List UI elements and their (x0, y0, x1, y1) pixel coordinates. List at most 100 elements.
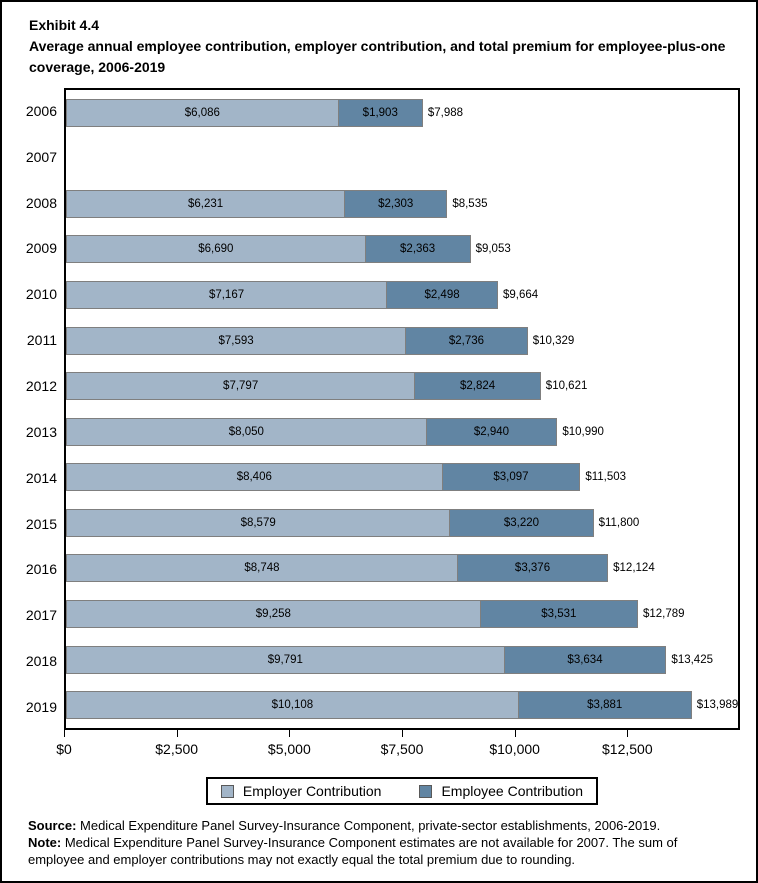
total-premium-label: $10,990 (562, 425, 604, 438)
x-tick-mark (289, 730, 291, 737)
bar-segment-employer: $7,593 (66, 326, 407, 355)
bar-segment-employer: $7,797 (66, 372, 416, 401)
bar-segment-employer: $6,231 (66, 189, 346, 218)
year-label: 2010 (25, 286, 57, 303)
bar-segment-employer: $9,791 (66, 645, 505, 674)
year-label: 2009 (25, 240, 57, 257)
bar-row (66, 136, 738, 182)
bar-segment-employer: $6,690 (66, 235, 366, 264)
bar-segment-employee: $3,097 (441, 463, 581, 492)
source-label: Source: (28, 818, 77, 833)
bar-row: $6,086 $1,903 $7,988 (66, 90, 738, 136)
x-tick-label: $2,500 (155, 741, 199, 757)
x-tick-mark (176, 730, 178, 737)
x-tick-label: $0 (56, 741, 72, 757)
year-label: 2008 (25, 194, 57, 211)
bar-segment-employee: $3,220 (449, 508, 594, 537)
bar-segment-employee: $2,498 (386, 281, 498, 310)
legend-label-employer: Employer Contribution (242, 783, 382, 799)
year-label: 2018 (25, 653, 57, 670)
legend-item-employee: Employee Contribution (419, 783, 583, 799)
x-tick-label: $12,500 (602, 741, 653, 757)
bar-segment-employer: $8,050 (66, 417, 427, 446)
total-premium-label: $13,425 (671, 653, 713, 666)
bar-segment-employee: $2,940 (425, 417, 558, 446)
bar-segment-employee: $3,881 (517, 691, 692, 720)
total-premium-label: $13,989 (696, 699, 739, 712)
x-tick-label: $7,500 (380, 741, 424, 757)
source-text: Medical Expenditure Panel Survey-Insuran… (76, 818, 661, 833)
bar-segment-employer: $7,167 (66, 281, 388, 310)
total-premium-label: $9,664 (502, 289, 539, 302)
year-label: 2006 (25, 102, 57, 119)
bar-segment-employee: $2,303 (344, 189, 448, 218)
bar-row: $10,108 $3,881 $13,989 (66, 682, 738, 728)
bar-row: $8,406 $3,097 $11,503 (66, 455, 738, 501)
total-premium-label: $7,988 (427, 106, 464, 119)
bar-segment-employer: $6,086 (66, 98, 339, 127)
bar-segment-employee: $1,903 (337, 98, 423, 127)
plot-area: $6,086 $1,903 $7,988 $6,231 $2,303 $8,535 $6,6… (64, 88, 740, 730)
bar-row: $8,748 $3,376 $12,124 (66, 546, 738, 592)
x-axis: $0 $2,500 $5,000 $7,500 $10,000 $12,500 (56, 730, 740, 768)
year-label: 2016 (25, 561, 57, 578)
bar-segment-employee: $2,736 (405, 326, 528, 355)
bar-segment-employer: $8,406 (66, 463, 443, 492)
bar-row: $7,167 $2,498 $9,664 (66, 272, 738, 318)
x-tick-label: $10,000 (489, 741, 540, 757)
bar-row: $6,690 $2,363 $9,053 (66, 227, 738, 273)
legend-item-employer: Employer Contribution (220, 783, 382, 799)
x-tick-mark (402, 730, 403, 737)
total-premium-label: $10,329 (532, 334, 575, 347)
bar-row: $8,050 $2,940 $10,990 (66, 409, 738, 455)
note-label: Note: (28, 835, 62, 850)
bar-row: $9,258 $3,531 $12,789 (66, 591, 738, 637)
chart-title: Average annual employee contribution, em… (29, 38, 726, 75)
year-label: 2017 (25, 607, 57, 624)
legend-box: Employer Contribution Employee Contribut… (205, 777, 599, 805)
bar-row: $6,231 $2,303 $8,535 (66, 181, 738, 227)
x-tick-mark (64, 730, 65, 737)
y-axis-labels: 2006 2007 2008 2009 2010 2011 2012 2013 2014 2015… (2, 88, 57, 730)
bar-segment-employee: $3,531 (479, 600, 638, 629)
bar-segment-employer: $10,108 (66, 691, 519, 720)
total-premium-label: $12,124 (613, 562, 655, 575)
total-premium-label: $10,621 (545, 380, 588, 393)
x-tick-mark (627, 730, 629, 737)
bar-row: $7,797 $2,824 $10,621 (66, 363, 738, 409)
note-text: Medical Expenditure Panel Survey-Insuran… (28, 835, 678, 867)
bar-segment-employee: $3,376 (456, 554, 609, 583)
exhibit-number: Exhibit 4.4 (29, 17, 100, 33)
year-label: 2019 (25, 699, 57, 716)
bar-segment-employer: $8,748 (66, 554, 458, 583)
total-premium-label: $8,535 (452, 197, 488, 210)
legend-label-employee: Employee Contribution (441, 783, 584, 799)
title-block: Exhibit 4.4 Average annual employee cont… (29, 15, 729, 78)
year-label: 2013 (25, 423, 57, 440)
bar-segment-employer: $9,258 (66, 600, 481, 629)
source-note: Source: Medical Expenditure Panel Survey… (28, 817, 718, 834)
bar-segment-employee: $2,363 (364, 235, 471, 264)
total-premium-label: $11,800 (598, 516, 640, 529)
x-tick-mark (514, 730, 516, 737)
bar-row: $9,791 $3,634 $13,425 (66, 637, 738, 683)
availability-note: Note: Medical Expenditure Panel Survey-I… (28, 834, 718, 868)
employer-swatch-icon (220, 784, 234, 798)
bar-segment-employer: $8,579 (66, 508, 451, 537)
total-premium-label: $12,789 (642, 608, 685, 621)
x-tick-label: $5,000 (267, 741, 311, 757)
year-label: 2012 (25, 378, 57, 395)
year-label: 2015 (25, 515, 57, 532)
bar-row: $7,593 $2,736 $10,329 (66, 318, 738, 364)
bar-row: $8,579 $3,220 $11,800 (66, 500, 738, 546)
legend: Employer Contribution Employee Contribut… (64, 777, 740, 805)
footnotes: Source: Medical Expenditure Panel Survey… (28, 817, 718, 868)
total-premium-label: $11,503 (585, 471, 627, 484)
employee-swatch-icon (419, 784, 433, 798)
bar-segment-employee: $3,634 (503, 645, 667, 674)
year-label: 2011 (26, 332, 57, 349)
year-label: 2014 (25, 469, 57, 486)
total-premium-label: $9,053 (475, 243, 511, 256)
bar-segment-employee: $2,824 (414, 372, 541, 401)
